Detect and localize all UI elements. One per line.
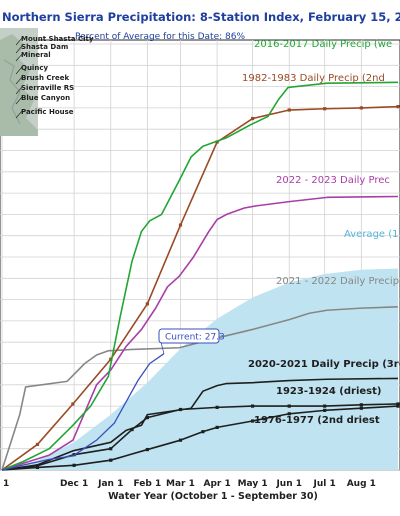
station-label: Mount Shasta City — [21, 35, 94, 43]
series-marker-second_driest — [323, 408, 327, 412]
series-marker-second_wettest — [359, 106, 363, 110]
series-marker-second_wettest — [178, 223, 183, 227]
series-line-wettest — [1, 81, 398, 471]
station-label: Sierraville RS — [21, 84, 74, 92]
series-label-average: Average (1 — [344, 229, 399, 240]
series-marker-second_driest — [178, 438, 183, 442]
current-callout-pointer — [160, 341, 165, 354]
series-marker-second_driest — [201, 430, 205, 434]
current-callout-value: 27.3 — [205, 333, 225, 343]
series-marker-second_wettest — [396, 105, 400, 109]
series-marker-second_driest — [396, 404, 400, 408]
series-marker-driest — [130, 427, 134, 432]
series-marker-driest — [396, 402, 400, 406]
x-tick-label: Mar 1 — [166, 479, 195, 489]
series-marker-driest — [323, 404, 327, 408]
series-marker-second_driest — [35, 465, 40, 470]
x-tick-label: Jun 1 — [275, 479, 302, 489]
station-pointer — [15, 96, 23, 105]
series-line-current — [1, 353, 165, 471]
series-marker-second_wettest — [287, 108, 291, 112]
series-label-y2022_2023: 2022 - 2023 Daily Prec — [276, 175, 390, 186]
station-pointer — [15, 45, 23, 54]
chart-title: Northern Sierra Precipitation: 8-Station… — [2, 10, 400, 24]
x-tick-label: Jan 1 — [97, 479, 123, 489]
x-tick-label: 1 — [3, 479, 9, 489]
series-marker-driest — [250, 404, 255, 408]
series-marker-second_driest — [359, 406, 363, 410]
current-callout-label: Current: — [165, 333, 202, 343]
inset-terrain — [0, 34, 38, 136]
x-tick-label: Aug 1 — [347, 479, 376, 489]
station-pointer — [15, 53, 23, 62]
chart-subtitle: Percent of Average for this Date: 86% — [75, 32, 245, 42]
station-label: Pacific House — [21, 108, 74, 116]
x-tick-label: Apr 1 — [203, 479, 230, 489]
current-callout: Current: 27.3 — [158, 328, 225, 344]
series-labels: 2016-2017 Daily Precip (we 1982-1983 Dail… — [242, 39, 400, 426]
series-marker-second_driest — [109, 458, 113, 462]
series-marker-second_driest — [145, 447, 149, 452]
current-callout-text: Current: 27.3 — [165, 333, 225, 343]
inset-river — [3, 59, 21, 125]
series-line-y2021_2022 — [1, 306, 398, 471]
series-marker-driest — [109, 447, 113, 451]
x-tick-label: Jul 1 — [313, 479, 336, 489]
station-pointer — [15, 86, 23, 95]
series-label-y2021_2022: 2021 - 2022 Daily Precip — [276, 276, 399, 287]
series-marker-driest — [287, 404, 291, 408]
series-label-driest: 1923-1924 (driest) — [276, 386, 381, 397]
series-marker-second_wettest — [323, 107, 327, 111]
station-label: Shasta Dam — [21, 43, 68, 51]
station-pointer — [15, 76, 23, 85]
x-tick-label: Feb 1 — [134, 479, 162, 489]
series-marker-second_wettest — [145, 302, 149, 306]
x-axis-title: Water Year (October 1 - September 30) — [108, 491, 318, 502]
series-average-area — [2, 268, 398, 470]
x-tick-label: May 1 — [238, 479, 268, 489]
series-line-second_wettest — [1, 105, 398, 471]
series-label-y2020_2021: 2020-2021 Daily Precip (3rd — [248, 359, 400, 370]
series-marker-second_driest — [250, 419, 255, 423]
current-callout-box — [158, 328, 220, 344]
x-axis-ticks: 1 Dec 1 Jan 1 Feb 1 Mar 1 Apr 1 May 1 Jun 1 Jul … — [3, 479, 376, 489]
series-label-second_driest: 1976-1977 (2nd driest — [254, 415, 380, 426]
series-marker-second_wettest — [35, 442, 40, 447]
station-label: Blue Canyon — [21, 94, 70, 102]
series-marker-second_driest — [215, 425, 219, 429]
series-lines — [1, 81, 400, 471]
series-marker-second_wettest — [250, 116, 255, 121]
station-label: Brush Creek — [21, 74, 69, 82]
series-marker-driest — [215, 405, 219, 409]
series-line-y2022_2023 — [1, 195, 398, 471]
series-marker-driest — [35, 464, 40, 468]
station-pointer — [15, 37, 23, 46]
station-pointer — [15, 66, 23, 75]
series-marker-driest — [359, 403, 363, 407]
series-marker-second_driest — [287, 412, 291, 416]
x-tick-label: Dec 1 — [60, 479, 88, 489]
station-label: Mineral — [21, 51, 51, 59]
series-label-wettest: 2016-2017 Daily Precip (we — [254, 39, 392, 50]
series-marker-second_wettest — [109, 357, 113, 361]
series-marker-driest — [145, 416, 149, 420]
station-pointer — [15, 110, 23, 119]
series-marker-second_wettest — [215, 140, 219, 144]
series-label-second_wettest: 1982-1983 Daily Precip (2nd — [242, 73, 385, 84]
station-label: Quincy — [21, 64, 48, 72]
series-marker-second_wettest — [71, 402, 75, 406]
series-marker-second_driest — [72, 463, 76, 467]
